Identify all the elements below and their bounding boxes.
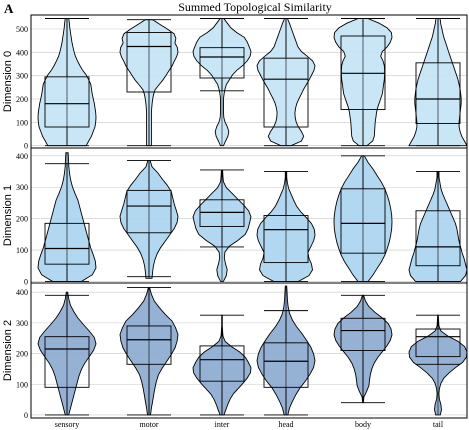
y-tick-label: 500 — [16, 25, 28, 34]
y-tick-label: 0 — [24, 142, 28, 151]
y-tick-label: 300 — [16, 72, 28, 81]
panel-1: 0 100 200 300 400 Dimension 1 — [2, 147, 468, 286]
y-tick-label: 100 — [16, 380, 28, 389]
y-axis-label: Dimension 0 — [2, 51, 14, 112]
y-tick-label: 100 — [16, 118, 28, 127]
x-tick-label-tail: tail — [433, 420, 444, 429]
panel-label: A — [4, 1, 14, 16]
y-tick-label: 0 — [24, 277, 28, 286]
x-tick-label-head: head — [278, 420, 293, 429]
chart-title: Summed Topological Similarity — [178, 0, 332, 14]
y-tick-label: 200 — [16, 350, 28, 359]
x-tick-label-inter: inter — [215, 420, 230, 429]
category-labels: sensory motor inter head body tail — [55, 420, 444, 429]
y-tick-label: 100 — [16, 246, 28, 255]
y-tick-label: 400 — [16, 288, 28, 297]
panel-frame — [30, 14, 468, 149]
y-tick-label: 300 — [16, 183, 28, 192]
y-tick-label: 0 — [24, 411, 28, 420]
y-tick-label: 300 — [16, 319, 28, 328]
y-tick-label: 200 — [16, 215, 28, 224]
x-tick-label-motor: motor — [139, 420, 158, 429]
x-tick-label-sensory: sensory — [55, 420, 79, 429]
panel-frame — [30, 282, 468, 419]
x-tick-label-body: body — [355, 420, 371, 429]
y-axis-label: Dimension 2 — [2, 320, 14, 381]
y-tick-label: 400 — [16, 48, 28, 57]
panels-group: 0 100 200 300 400 500 Dimension 0 0 100 200 300 400… — [2, 14, 468, 420]
y-tick-label: 200 — [16, 95, 28, 104]
y-axis-label: Dimension 1 — [2, 185, 14, 246]
panel-2: 0 100 200 300 400 Dimension 2 — [2, 282, 468, 420]
panel-0: 0 100 200 300 400 500 Dimension 0 — [2, 14, 468, 151]
y-tick-label: 400 — [16, 152, 28, 161]
